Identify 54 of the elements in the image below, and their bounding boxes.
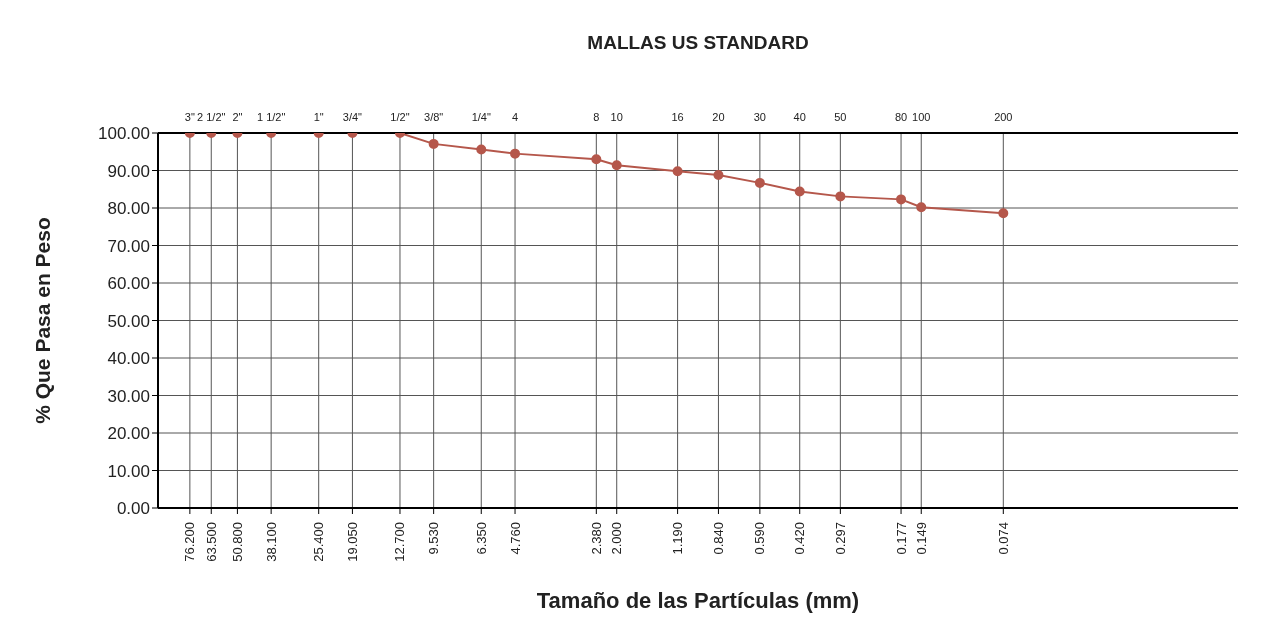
- x-tick-label: 76.200: [182, 522, 198, 562]
- y-tick-label: 20.00: [107, 424, 150, 444]
- y-tick-label: 40.00: [107, 349, 150, 369]
- y-tick-label: 0.00: [116, 499, 150, 519]
- x-tick-label: 0.149: [913, 522, 929, 555]
- chart-title: MALLAS US STANDARD: [587, 32, 809, 54]
- x-tick-label: 0.074: [995, 522, 1011, 555]
- text: 1/4": [471, 111, 491, 123]
- text: 4: [511, 111, 519, 123]
- y-tick-label: 30.00: [107, 386, 150, 406]
- y-tick-label: 90.00: [107, 161, 150, 181]
- y-axis-title: % Que Pasa en Peso: [31, 217, 55, 424]
- text: 80: [894, 111, 908, 123]
- y-tick-label: 100.00: [98, 124, 150, 144]
- text: 8: [593, 111, 600, 123]
- text: 1 1/2": [256, 111, 286, 123]
- y-tick-label: 10.00: [107, 461, 150, 481]
- x-tick-label: 6.350: [473, 522, 489, 555]
- text: 30: [753, 111, 766, 123]
- x-axis-title: Tamaño de las Partículas (mm): [536, 588, 860, 613]
- x-tick-label: 2.380: [588, 522, 604, 555]
- text: 3/8": [424, 111, 444, 123]
- text: 40: [793, 111, 806, 123]
- x-tick-label: 12.700: [392, 522, 408, 562]
- x-tick-label: 4.760: [507, 522, 523, 555]
- text: 100: [912, 111, 931, 123]
- x-tick-label: 0.840: [710, 522, 726, 555]
- text: 3": [184, 111, 195, 123]
- text: 3/4": [342, 111, 363, 123]
- x-tick-label: 2.000: [609, 522, 625, 555]
- text: 20: [712, 111, 725, 123]
- text: 1": [313, 111, 324, 123]
- text: 10: [610, 111, 623, 123]
- x-tick-label: 9.530: [426, 522, 442, 555]
- text: 50: [834, 111, 847, 123]
- x-tick-label: 0.420: [792, 522, 808, 555]
- y-tick-label: 80.00: [107, 199, 150, 219]
- x-tick-label: 19.050: [344, 522, 360, 562]
- text: 200: [994, 111, 1013, 123]
- x-tick-label: 50.800: [229, 522, 245, 562]
- y-tick-label: 60.00: [107, 274, 150, 294]
- y-tick-label: 70.00: [107, 236, 150, 256]
- x-tick-label: 1.190: [670, 522, 686, 555]
- x-tick-label: 25.400: [311, 522, 327, 562]
- text: 2": [232, 111, 243, 123]
- text: 16: [671, 111, 684, 123]
- x-tick-label: 63.500: [203, 522, 219, 562]
- x-tick-label: 0.297: [832, 522, 848, 555]
- y-tick-label: 50.00: [107, 311, 150, 331]
- x-tick-label: 0.177: [893, 522, 909, 555]
- text: 2 1/2": [197, 111, 226, 123]
- x-tick-label: 38.100: [263, 522, 279, 562]
- x-tick-label: 0.590: [752, 522, 768, 555]
- text: 1/2": [390, 111, 410, 123]
